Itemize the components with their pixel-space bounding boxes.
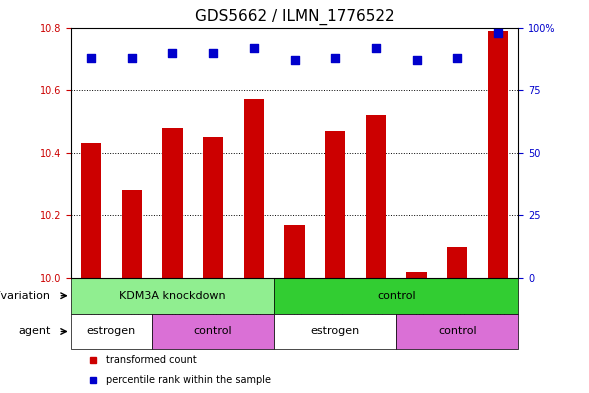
Bar	[447, 246, 468, 278]
Text: control: control	[377, 291, 416, 301]
Point	[330, 54, 340, 61]
Bar	[81, 143, 101, 278]
Bar	[162, 128, 183, 278]
Point	[87, 54, 96, 61]
Point	[209, 50, 218, 56]
Point	[452, 54, 462, 61]
Title: GDS5662 / ILMN_1776522: GDS5662 / ILMN_1776522	[195, 9, 394, 25]
Bar	[406, 272, 427, 278]
Point	[290, 57, 299, 63]
FancyBboxPatch shape	[152, 314, 274, 349]
Bar	[203, 137, 223, 278]
Bar	[284, 225, 305, 278]
FancyBboxPatch shape	[274, 278, 518, 314]
Text: agent: agent	[18, 327, 50, 336]
Point	[412, 57, 421, 63]
Bar	[488, 31, 508, 278]
Point	[127, 54, 137, 61]
FancyBboxPatch shape	[71, 278, 274, 314]
Point	[493, 29, 502, 36]
FancyBboxPatch shape	[274, 314, 396, 349]
Point	[168, 50, 177, 56]
Bar	[121, 190, 142, 278]
Bar	[366, 115, 386, 278]
FancyBboxPatch shape	[396, 314, 518, 349]
Point	[249, 44, 259, 51]
Point	[371, 44, 380, 51]
Bar	[325, 131, 345, 278]
Text: KDM3A knockdown: KDM3A knockdown	[119, 291, 226, 301]
Text: control: control	[438, 327, 477, 336]
Text: transformed count: transformed count	[107, 355, 197, 365]
Text: estrogen: estrogen	[87, 327, 136, 336]
Text: estrogen: estrogen	[310, 327, 360, 336]
Text: genotype/variation: genotype/variation	[0, 291, 50, 301]
FancyBboxPatch shape	[71, 314, 152, 349]
Bar	[244, 99, 264, 278]
Text: percentile rank within the sample: percentile rank within the sample	[107, 375, 272, 385]
Text: control: control	[194, 327, 233, 336]
